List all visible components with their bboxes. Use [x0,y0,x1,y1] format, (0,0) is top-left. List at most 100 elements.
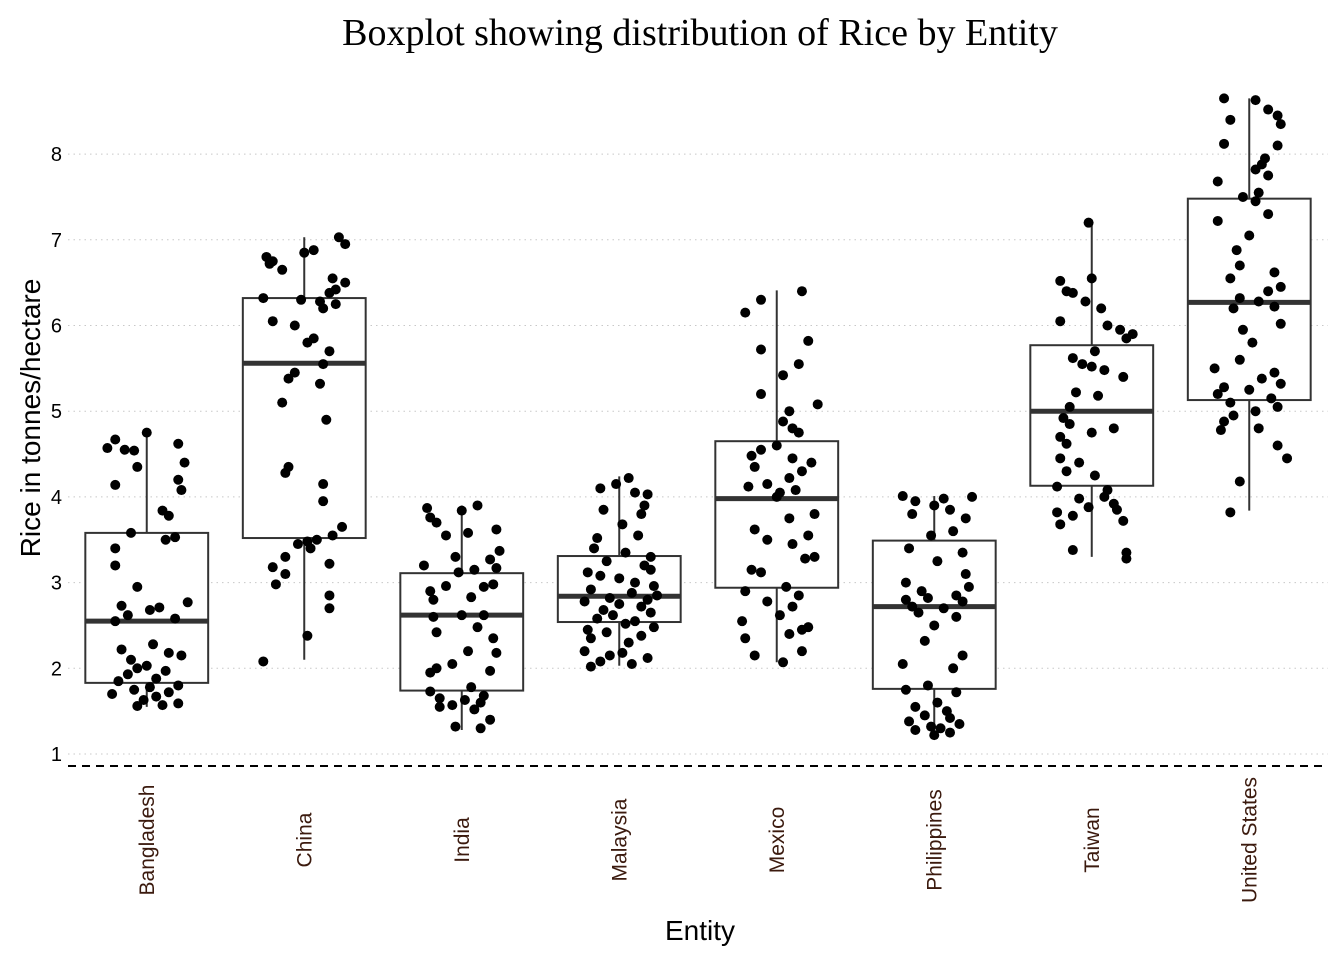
data-point [1067,545,1078,556]
data-point [1121,553,1132,564]
data-point [900,577,911,588]
data-point [589,543,600,554]
data-point [630,616,640,627]
data-point [1093,390,1104,401]
data-point [614,573,625,584]
data-point [1228,303,1239,314]
data-point [1086,427,1097,438]
data-point [1234,354,1245,365]
data-point [1234,476,1245,487]
data-point [957,596,968,607]
data-point [277,397,288,408]
data-point [1219,138,1230,149]
data-point [907,509,918,520]
data-point [1247,337,1258,348]
data-point [743,481,754,492]
data-point [604,650,615,661]
data-point [324,590,335,601]
data-point [740,586,751,597]
data-point [311,534,322,545]
data-point [289,367,300,378]
data-point [803,530,814,541]
data-point [154,602,165,613]
data-point [324,346,335,357]
data-point [960,569,971,580]
data-point [614,599,625,610]
data-point [762,534,773,545]
data-point [1244,230,1255,241]
data-point [756,294,766,305]
data-point [796,286,807,297]
data-point [296,294,307,305]
y-tick-label: 8 [51,144,62,166]
y-tick-label: 6 [51,316,62,338]
data-point [434,693,445,704]
data-point [1250,95,1261,106]
data-point [740,307,751,318]
data-point [431,517,442,528]
data-point [283,373,294,384]
data-point [289,320,300,331]
data-point [623,637,634,648]
data-point [1055,453,1066,464]
box-mexico [714,290,840,663]
data-point [1234,293,1245,304]
data-point [1077,359,1088,370]
data-point [592,533,603,544]
data-point [1250,406,1261,417]
data-point [340,239,351,250]
y-tick-label: 5 [51,401,62,423]
x-tick-label: China [293,812,316,867]
data-point [302,630,313,641]
data-point [459,695,470,706]
data-point [749,650,760,661]
data-point [910,701,921,712]
data-point [595,483,606,494]
data-point [781,581,792,592]
data-point [746,450,757,461]
data-point [1061,438,1072,449]
data-point [620,547,631,558]
data-point [110,560,121,571]
data-point [132,581,143,592]
data-point [126,527,136,538]
data-point [163,647,174,658]
x-tick-label: Philippines [923,789,946,891]
data-point [1266,393,1277,404]
data-point [630,487,640,498]
data-point [907,601,918,612]
data-point [318,496,329,507]
data-point [1080,296,1091,307]
data-point [176,485,187,496]
y-axis-title: Rice in tonnes/hectare [15,279,46,558]
data-point [900,594,911,605]
data-point [954,719,965,730]
box-iqr [241,297,367,540]
data-point [633,530,644,541]
data-point [267,316,278,327]
data-point [1074,493,1085,504]
data-point [1118,371,1129,382]
data-point [796,466,807,477]
data-point [967,491,978,502]
data-point [1244,384,1255,395]
data-point [812,399,823,410]
data-point [1074,457,1085,468]
data-point [585,633,596,644]
data-point [922,593,933,604]
data-point [1275,281,1286,292]
data-point [913,607,924,618]
data-point [639,500,650,511]
box-philippines [871,496,997,737]
data-point [945,504,955,515]
data-point [938,493,949,504]
data-point [102,443,113,454]
data-point [126,654,136,665]
data-point [620,618,631,629]
data-point [1275,119,1286,130]
data-point [579,596,590,607]
data-point [926,530,937,541]
data-point [1219,93,1230,104]
data-point [1099,491,1110,502]
